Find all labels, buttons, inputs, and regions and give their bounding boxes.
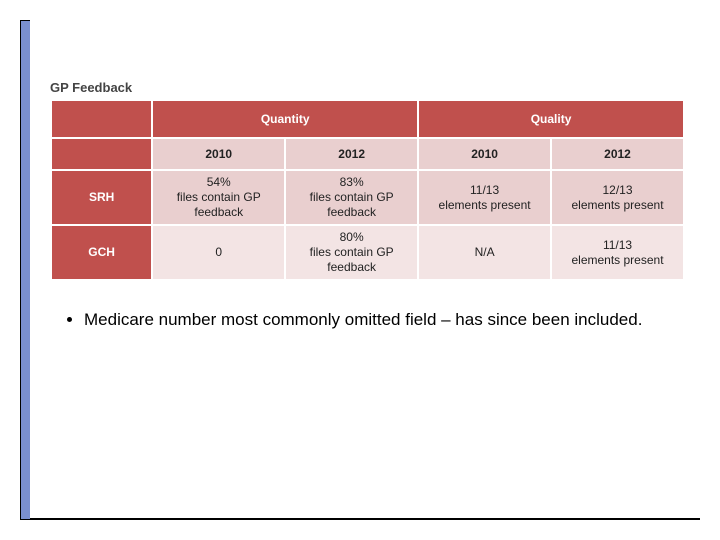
year-2012-qlt: 2012 bbox=[551, 138, 684, 170]
left-accent-bar bbox=[20, 20, 30, 520]
cell: 80%files contain GPfeedback bbox=[285, 225, 418, 280]
year-2010-qlt: 2010 bbox=[418, 138, 551, 170]
cell: 12/13elements present bbox=[551, 170, 684, 225]
header-blank bbox=[51, 100, 152, 138]
cell: 11/13elements present bbox=[418, 170, 551, 225]
row-label-srh: SRH bbox=[51, 170, 152, 225]
header-quantity: Quantity bbox=[152, 100, 418, 138]
header-quality: Quality bbox=[418, 100, 684, 138]
table-year-row: 2010 2012 2010 2012 bbox=[51, 138, 684, 170]
table-row: SRH 54%files contain GPfeedback 83%files… bbox=[51, 170, 684, 225]
cell: N/A bbox=[418, 225, 551, 280]
cell: 83%files contain GPfeedback bbox=[285, 170, 418, 225]
notes-list: Medicare number most commonly omitted fi… bbox=[60, 309, 685, 332]
slide-content: GP Feedback Quantity Quality 2010 2012 2… bbox=[50, 80, 685, 332]
gp-feedback-table: Quantity Quality 2010 2012 2010 2012 SRH… bbox=[50, 99, 685, 281]
year-2010-qty: 2010 bbox=[152, 138, 285, 170]
table-header-row: Quantity Quality bbox=[51, 100, 684, 138]
note-item: Medicare number most commonly omitted fi… bbox=[84, 309, 685, 332]
cell: 11/13elements present bbox=[551, 225, 684, 280]
notes-block: Medicare number most commonly omitted fi… bbox=[50, 309, 685, 332]
year-2012-qty: 2012 bbox=[285, 138, 418, 170]
row-label-gch: GCH bbox=[51, 225, 152, 280]
cell: 0 bbox=[152, 225, 285, 280]
table-row: GCH 0 80%files contain GPfeedback N/A 11… bbox=[51, 225, 684, 280]
cell: 54%files contain GPfeedback bbox=[152, 170, 285, 225]
year-blank bbox=[51, 138, 152, 170]
section-heading: GP Feedback bbox=[50, 80, 685, 95]
